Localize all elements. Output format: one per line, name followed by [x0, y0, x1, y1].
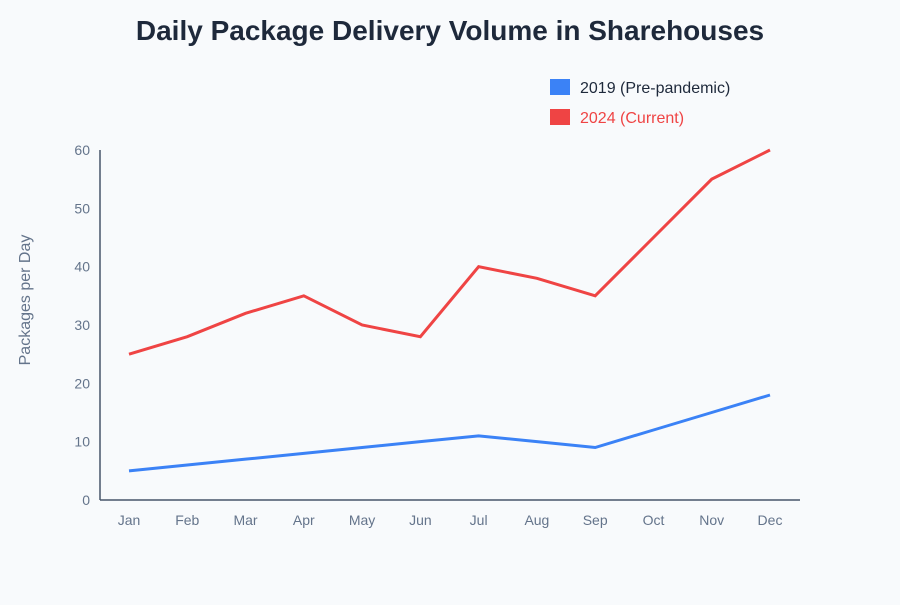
y-tick-label: 30 — [74, 317, 90, 333]
legend-swatch — [550, 109, 570, 125]
legend-label: 2024 (Current) — [580, 110, 684, 127]
y-tick-label: 10 — [74, 434, 90, 450]
legend-label: 2019 (Pre-pandemic) — [580, 80, 730, 97]
y-axis-label: Packages per Day — [17, 235, 34, 366]
x-tick-label: Feb — [175, 512, 199, 528]
x-tick-label: Nov — [699, 512, 724, 528]
y-tick-label: 50 — [74, 200, 90, 216]
y-tick-label: 60 — [74, 142, 90, 158]
y-tick-label: 0 — [82, 492, 90, 508]
x-tick-label: Oct — [643, 512, 665, 528]
x-tick-label: Sep — [583, 512, 608, 528]
x-tick-label: May — [349, 512, 375, 528]
chart-title: Daily Package Delivery Volume in Shareho… — [136, 15, 764, 46]
x-tick-label: Apr — [293, 512, 315, 528]
x-tick-label: Jul — [470, 512, 488, 528]
series-line-0 — [128, 393, 771, 473]
x-tick-label: Mar — [233, 512, 257, 528]
x-tick-label: Jan — [118, 512, 141, 528]
y-tick-label: 20 — [74, 375, 90, 391]
series-line-1 — [128, 148, 771, 356]
y-tick-label: 40 — [74, 259, 90, 275]
x-tick-label: Jun — [409, 512, 432, 528]
x-tick-label: Dec — [758, 512, 783, 528]
x-tick-label: Aug — [524, 512, 549, 528]
legend-swatch — [550, 79, 570, 95]
